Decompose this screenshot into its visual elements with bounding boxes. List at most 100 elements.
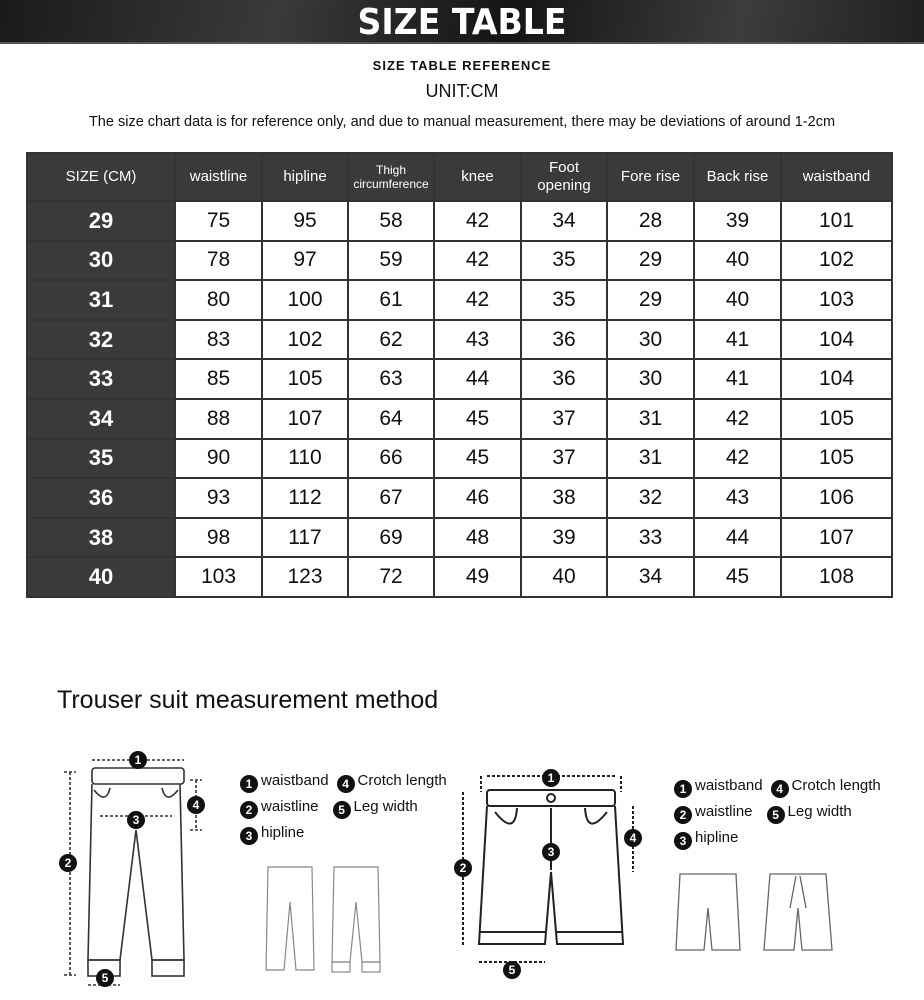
- marker-2: 2: [460, 861, 467, 875]
- table-row: 40 103 123 72 49 40 34 45 108: [26, 556, 893, 598]
- value-cell: 37: [520, 397, 608, 440]
- legend-waistband: waistband: [261, 772, 329, 789]
- value-cell: 66: [347, 437, 435, 480]
- method-title: Trouser suit measurement method: [57, 686, 439, 714]
- legend-num: 1: [674, 780, 692, 798]
- value-cell: 37: [520, 437, 608, 480]
- column-header: hipline: [261, 152, 349, 202]
- size-cell: 36: [26, 477, 176, 519]
- value-cell: 34: [520, 200, 608, 242]
- value-cell: 42: [433, 239, 522, 282]
- value-cell: 90: [174, 437, 263, 480]
- value-cell: 31: [606, 437, 695, 480]
- value-cell: 42: [433, 279, 522, 321]
- size-cell: 31: [26, 279, 176, 321]
- value-cell: 107: [261, 397, 349, 440]
- value-cell: 106: [780, 477, 893, 519]
- legend-num: 2: [674, 806, 692, 824]
- value-cell: 42: [433, 200, 522, 242]
- value-cell: 88: [174, 397, 263, 440]
- value-cell: 64: [347, 397, 435, 440]
- marker-4: 4: [630, 831, 637, 845]
- size-cell: 32: [26, 318, 176, 361]
- size-cell: 38: [26, 516, 176, 559]
- value-cell: 63: [347, 358, 435, 400]
- value-cell: 40: [693, 239, 782, 282]
- legend-num: 5: [766, 806, 785, 824]
- value-cell: 42: [693, 437, 782, 480]
- marker-3: 3: [133, 813, 140, 827]
- value-cell: 35: [520, 279, 608, 321]
- value-cell: 104: [780, 358, 893, 400]
- column-header: Foot opening: [520, 152, 608, 202]
- value-cell: 38: [520, 477, 608, 519]
- marker-4: 4: [193, 798, 200, 812]
- column-header: knee: [433, 152, 522, 202]
- value-cell: 33: [606, 516, 695, 559]
- value-cell: 41: [693, 358, 782, 400]
- value-cell: 36: [520, 318, 608, 361]
- legend-waistband: waistband: [695, 777, 763, 794]
- legend-hipline: hipline: [695, 829, 739, 846]
- value-cell: 95: [261, 200, 349, 242]
- value-cell: 32: [606, 477, 695, 519]
- value-cell: 103: [174, 556, 263, 598]
- value-cell: 42: [693, 397, 782, 440]
- value-cell: 31: [606, 397, 695, 440]
- size-table: SIZE (CM) waistline hipline Thigh circumfer…: [26, 152, 893, 598]
- column-header: waistline: [174, 152, 263, 202]
- size-cell: 35: [26, 437, 176, 480]
- value-cell: 39: [693, 200, 782, 242]
- value-cell: 103: [780, 279, 893, 321]
- shorts-diagram: 1 2 3 4 5: [454, 769, 642, 979]
- table-row: 38 98 117 69 48 39 33 44 107: [26, 516, 893, 559]
- value-cell: 36: [520, 358, 608, 400]
- size-cell: 40: [26, 556, 176, 598]
- value-cell: 40: [693, 279, 782, 321]
- legend-crotch: Crotch length: [357, 772, 447, 789]
- table-row: 34 88 107 64 45 37 31 42 105: [26, 397, 893, 440]
- value-cell: 35: [520, 239, 608, 282]
- marker-3: 3: [548, 845, 555, 859]
- value-cell: 75: [174, 200, 263, 242]
- value-cell: 44: [693, 516, 782, 559]
- long-trousers-diagram: 1 2 3 4 5: [59, 751, 205, 987]
- legend-num: 4: [336, 775, 355, 793]
- value-cell: 44: [433, 358, 522, 400]
- size-cell: 33: [26, 358, 176, 400]
- value-cell: 104: [780, 318, 893, 361]
- value-cell: 100: [261, 279, 349, 321]
- value-cell: 39: [520, 516, 608, 559]
- value-cell: 105: [261, 358, 349, 400]
- marker-5: 5: [102, 971, 109, 985]
- size-cell: 30: [26, 239, 176, 282]
- value-cell: 45: [433, 437, 522, 480]
- value-cell: 28: [606, 200, 695, 242]
- marker-5: 5: [509, 963, 516, 977]
- value-cell: 85: [174, 358, 263, 400]
- small-trousers-icons: [265, 866, 381, 973]
- value-cell: 105: [780, 437, 893, 480]
- table-row: 33 85 105 63 44 36 30 41 104: [26, 358, 893, 400]
- value-cell: 34: [606, 556, 695, 598]
- column-header: Fore rise: [606, 152, 695, 202]
- value-cell: 48: [433, 516, 522, 559]
- value-cell: 62: [347, 318, 435, 361]
- value-cell: 69: [347, 516, 435, 559]
- value-cell: 83: [174, 318, 263, 361]
- legend-leg: Leg width: [353, 798, 418, 815]
- reference-title: SIZE TABLE REFERENCE: [372, 58, 552, 73]
- value-cell: 117: [261, 516, 349, 559]
- legend-num: 3: [240, 827, 258, 845]
- value-cell: 45: [693, 556, 782, 598]
- table-row: 31 80 100 61 42 35 29 40 103: [26, 279, 893, 321]
- banner-title: SIZE TABLE: [357, 2, 567, 43]
- legend-num: 1: [240, 775, 258, 793]
- value-cell: 46: [433, 477, 522, 519]
- legend-leg: Leg width: [787, 803, 852, 820]
- table-row: 36 93 112 67 46 38 32 43 106: [26, 477, 893, 519]
- legend-waistline: waistline: [695, 803, 753, 820]
- value-cell: 49: [433, 556, 522, 598]
- value-cell: 30: [606, 318, 695, 361]
- value-cell: 41: [693, 318, 782, 361]
